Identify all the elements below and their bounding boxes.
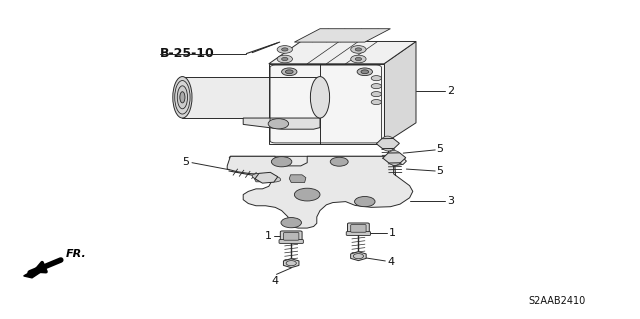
Circle shape (277, 46, 292, 53)
Text: 3: 3 (447, 196, 454, 206)
Polygon shape (243, 118, 320, 129)
Circle shape (351, 55, 366, 63)
Text: 4: 4 (387, 256, 394, 267)
Circle shape (353, 254, 364, 259)
Polygon shape (269, 41, 416, 64)
Polygon shape (384, 41, 416, 144)
Text: 1: 1 (389, 228, 396, 238)
Text: 5: 5 (182, 157, 189, 167)
Text: 2: 2 (447, 86, 454, 96)
Text: 1: 1 (265, 231, 272, 241)
Ellipse shape (180, 92, 185, 103)
FancyBboxPatch shape (348, 223, 369, 234)
Text: B-25-10: B-25-10 (160, 47, 215, 60)
Polygon shape (255, 172, 278, 183)
Ellipse shape (380, 136, 396, 151)
Ellipse shape (177, 86, 188, 109)
Polygon shape (229, 156, 406, 167)
Circle shape (371, 92, 381, 97)
Circle shape (281, 218, 301, 228)
Text: FR.: FR. (66, 249, 86, 259)
Circle shape (277, 55, 292, 63)
FancyBboxPatch shape (346, 232, 371, 235)
Circle shape (355, 197, 375, 207)
Circle shape (355, 48, 362, 51)
Circle shape (371, 84, 381, 89)
FancyBboxPatch shape (279, 240, 303, 243)
Text: 4: 4 (271, 276, 279, 286)
Circle shape (282, 48, 288, 51)
Polygon shape (227, 156, 413, 228)
Circle shape (268, 119, 289, 129)
Ellipse shape (387, 151, 402, 165)
Ellipse shape (310, 77, 330, 118)
Circle shape (371, 100, 381, 105)
Polygon shape (269, 64, 384, 144)
Text: S2AAB2410: S2AAB2410 (528, 296, 586, 307)
Circle shape (282, 57, 288, 61)
Circle shape (294, 188, 320, 201)
Polygon shape (351, 252, 366, 261)
Circle shape (355, 57, 362, 61)
Circle shape (357, 68, 372, 76)
Ellipse shape (252, 174, 281, 182)
Polygon shape (376, 138, 399, 149)
Circle shape (271, 157, 292, 167)
Circle shape (282, 68, 297, 76)
Polygon shape (294, 29, 390, 42)
Circle shape (371, 76, 381, 81)
FancyBboxPatch shape (280, 231, 302, 242)
Ellipse shape (173, 77, 192, 118)
Circle shape (285, 70, 293, 74)
Polygon shape (182, 77, 320, 118)
Polygon shape (289, 175, 306, 182)
Polygon shape (383, 153, 406, 163)
Text: 5: 5 (436, 144, 444, 154)
Circle shape (361, 70, 369, 74)
Polygon shape (24, 269, 42, 278)
Polygon shape (253, 174, 270, 182)
Circle shape (351, 46, 366, 53)
FancyBboxPatch shape (284, 233, 299, 240)
Polygon shape (284, 259, 299, 268)
Text: 5: 5 (436, 166, 444, 176)
Circle shape (286, 261, 296, 266)
Circle shape (330, 157, 348, 166)
FancyBboxPatch shape (351, 225, 366, 232)
